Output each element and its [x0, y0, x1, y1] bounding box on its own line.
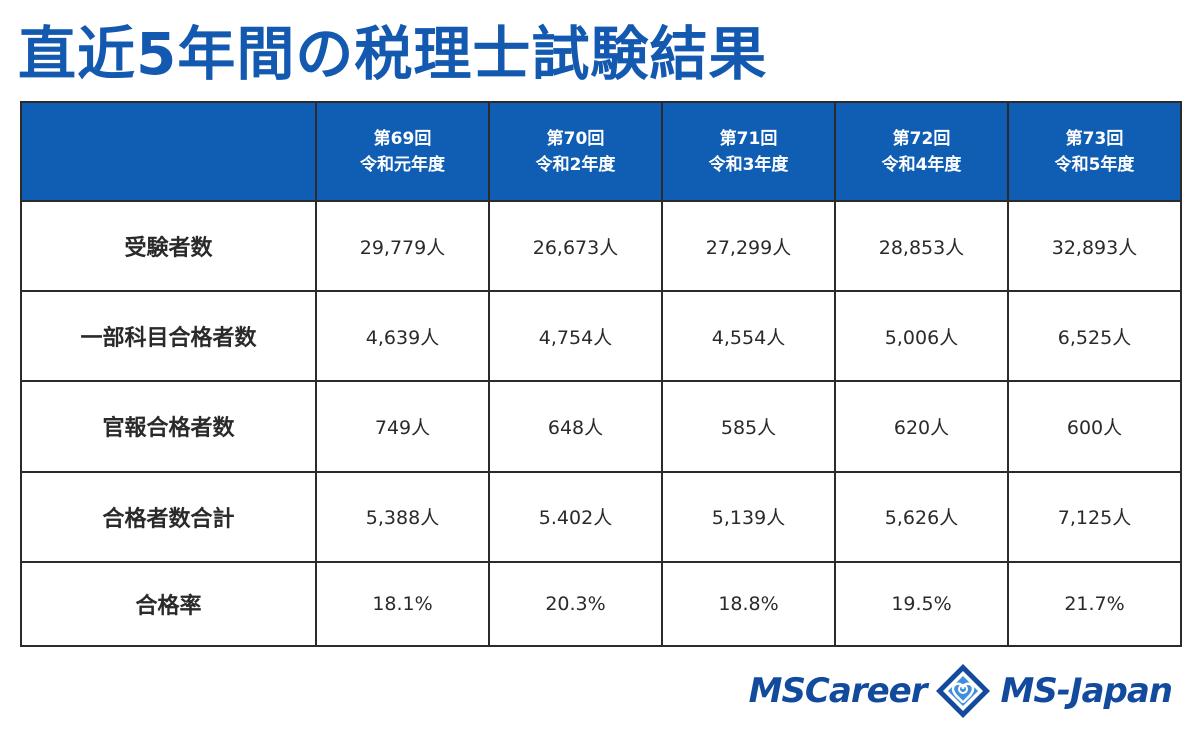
row-label: 官報合格者数 — [20, 380, 317, 473]
results-table: 第69回 令和元年度 第70回 令和2年度 第71回 令和3年度 第72回 令和… — [20, 101, 1182, 648]
table-row: 合格率 18.1% 20.3% 18.8% 19.5% 21.7% — [20, 560, 1182, 648]
table-cell: 620人 — [834, 380, 1009, 473]
table-cell: 19.5% — [834, 560, 1009, 648]
table-cell: 5,139人 — [661, 470, 836, 563]
row-label: 受験者数 — [20, 199, 317, 293]
table-cell: 5,006人 — [834, 290, 1009, 383]
table-cell: 21.7% — [1007, 560, 1182, 648]
table-cell: 26,673人 — [488, 199, 663, 293]
column-year: 令和3年度 — [708, 154, 789, 175]
column-year: 令和4年度 — [881, 154, 962, 175]
table-cell: 5,388人 — [315, 470, 490, 563]
column-header-73: 第73回 令和5年度 — [1007, 101, 1182, 202]
mscareer-logo: MSCareer — [748, 671, 928, 711]
table-cell: 4,754人 — [488, 290, 663, 383]
table-cell: 18.8% — [661, 560, 836, 648]
row-label: 合格者数合計 — [20, 470, 317, 563]
table-row: 一部科目合格者数 4,639人 4,754人 4,554人 5,006人 6,5… — [20, 290, 1182, 383]
table-cell: 749人 — [315, 380, 490, 473]
table-cell: 585人 — [661, 380, 836, 473]
table-cell: 20.3% — [488, 560, 663, 648]
table-cell: 5.402人 — [488, 470, 663, 563]
column-round: 第71回 — [719, 128, 778, 149]
header-corner-cell — [20, 101, 317, 202]
footer-logos: MSCareer MS-Japan — [748, 660, 1173, 722]
table-cell: 648人 — [488, 380, 663, 473]
row-label: 一部科目合格者数 — [20, 290, 317, 383]
column-header-71: 第71回 令和3年度 — [661, 101, 836, 202]
table-cell: 5,626人 — [834, 470, 1009, 563]
column-round: 第73回 — [1065, 128, 1124, 149]
column-header-72: 第72回 令和4年度 — [834, 101, 1009, 202]
row-label: 合格率 — [20, 560, 317, 648]
page-title: 直近5年間の税理士試験結果 — [18, 20, 768, 88]
table-row: 官報合格者数 749人 648人 585人 620人 600人 — [20, 380, 1182, 473]
diamond-emblem-icon — [936, 664, 991, 718]
table-row: 受験者数 29,779人 26,673人 27,299人 28,853人 32,… — [20, 199, 1182, 293]
column-year: 令和元年度 — [360, 154, 445, 175]
column-round: 第69回 — [373, 128, 432, 149]
table-cell: 6,525人 — [1007, 290, 1182, 383]
ms-japan-logo: MS-Japan — [1000, 671, 1173, 711]
table-cell: 32,893人 — [1007, 199, 1182, 293]
table-cell: 4,639人 — [315, 290, 490, 383]
table-cell: 18.1% — [315, 560, 490, 648]
column-header-70: 第70回 令和2年度 — [488, 101, 663, 202]
table-row: 合格者数合計 5,388人 5.402人 5,139人 5,626人 7,125… — [20, 470, 1182, 563]
column-round: 第72回 — [892, 128, 951, 149]
table-cell: 29,779人 — [315, 199, 490, 293]
table-cell: 600人 — [1007, 380, 1182, 473]
table-cell: 4,554人 — [661, 290, 836, 383]
header-row: 第69回 令和元年度 第70回 令和2年度 第71回 令和3年度 第72回 令和… — [20, 101, 1182, 202]
column-year: 令和2年度 — [535, 154, 616, 175]
table-cell: 7,125人 — [1007, 470, 1182, 563]
column-header-69: 第69回 令和元年度 — [315, 101, 490, 202]
table-cell: 27,299人 — [661, 199, 836, 293]
column-round: 第70回 — [546, 128, 605, 149]
table-cell: 28,853人 — [834, 199, 1009, 293]
column-year: 令和5年度 — [1054, 154, 1135, 175]
